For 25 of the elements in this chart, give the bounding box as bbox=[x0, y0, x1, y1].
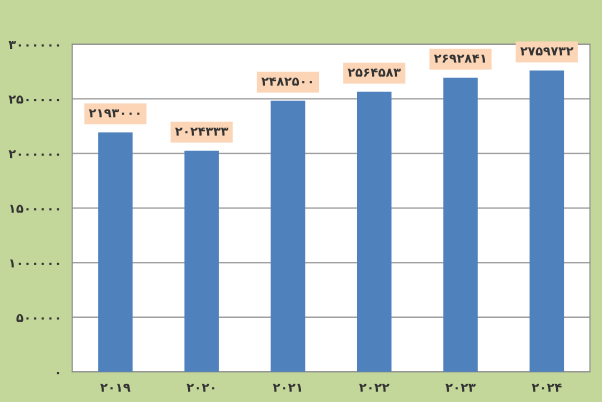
y-tick-label: ۲۵۰۰۰۰۰ bbox=[8, 96, 60, 104]
data-label: ۲۱۹۳۰۰۰ bbox=[88, 109, 140, 118]
x-tick-label: ۲۰۲۲ bbox=[359, 384, 390, 392]
bar bbox=[356, 92, 392, 372]
data-label: ۲۶۹۲۸۴۱ bbox=[434, 54, 485, 63]
y-tick-label: ۱۵۰۰۰۰۰ bbox=[10, 204, 60, 213]
y-tick-label: ۲۰۰۰۰۰۰ bbox=[8, 150, 60, 158]
data-label: ۲۵۶۴۵۸۳ bbox=[348, 68, 401, 77]
y-tick-label: ۵۰۰۰۰۰ bbox=[16, 314, 60, 322]
bar bbox=[270, 100, 306, 372]
y-tick-label: ۱۰۰۰۰۰۰ bbox=[10, 259, 60, 268]
bar bbox=[443, 78, 478, 372]
y-tick-label: ۰ bbox=[56, 372, 60, 374]
bar bbox=[184, 150, 219, 372]
x-tick-label: ۲۰۱۹ bbox=[100, 384, 130, 392]
data-label: ۲۴۸۲۵۰۰ bbox=[261, 78, 312, 86]
x-tick-label: ۲۰۲۳ bbox=[445, 384, 476, 392]
data-label: ۲۰۲۴۳۳۳ bbox=[175, 128, 228, 136]
data-label: ۲۷۵۹۷۳۲ bbox=[520, 47, 574, 56]
x-tick-label: ۲۰۲۰ bbox=[186, 384, 214, 392]
y-tick-label: ۳۰۰۰۰۰۰ bbox=[8, 41, 60, 49]
bar bbox=[98, 132, 133, 372]
x-tick-label: ۲۰۲۱ bbox=[272, 384, 301, 392]
bar bbox=[530, 70, 564, 372]
x-tick-label: ۲۰۲۴ bbox=[532, 384, 562, 392]
